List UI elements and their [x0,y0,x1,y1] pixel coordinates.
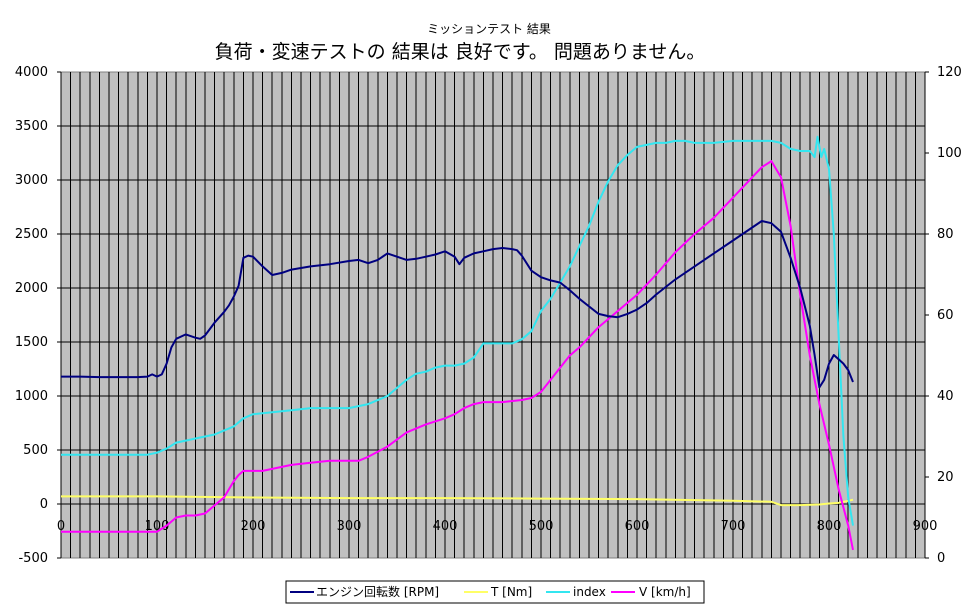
y-tick-left-label: 4000 [15,65,48,80]
legend-item-index: index [546,585,606,599]
x-tick-label: 0 [57,519,65,534]
x-tick-label: 500 [529,519,554,534]
series-line-speed [61,160,854,551]
y-tick-left-label: 1500 [15,335,48,350]
x-tick-label: 100 [145,519,170,534]
legend-item-torque: T [Nm] [464,585,532,599]
legend-label-index: index [573,585,606,599]
series-layer [61,135,854,551]
x-tick-label: 200 [241,519,266,534]
legend: エンジン回転数 [RPM] T [Nm] index V [km/h] [285,580,705,604]
x-tick-label: 700 [721,519,746,534]
axes: -500050010001500200025003000350040000204… [15,65,962,566]
y-tick-right-label: 0 [937,551,945,566]
legend-item-speed: V [km/h] [611,585,691,599]
y-tick-left-label: 1000 [15,389,48,404]
y-tick-left-label: -500 [18,551,48,566]
y-tick-right-label: 80 [937,227,954,242]
chart-subtitle: ミッションテスト 結果 [427,22,551,36]
legend-label-torque: T [Nm] [490,585,532,599]
y-tick-left-label: 3000 [15,173,48,188]
y-tick-left-label: 500 [23,443,48,458]
y-tick-left-label: 2000 [15,281,48,296]
legend-label-speed: V [km/h] [639,585,691,599]
y-tick-left-label: 2500 [15,227,48,242]
legend-box [285,580,705,604]
grid-lines [61,72,925,558]
y-tick-right-label: 120 [937,65,962,80]
x-tick-label: 300 [337,519,362,534]
x-tick-label: 600 [625,519,650,534]
x-tick-label: 900 [913,519,938,534]
x-tick-label: 400 [433,519,458,534]
y-tick-right-label: 20 [937,470,954,485]
y-tick-right-label: 60 [937,308,954,323]
series-line-rpm [61,220,854,389]
y-tick-right-label: 100 [937,146,962,161]
legend-label-rpm: エンジン回転数 [RPM] [316,584,439,599]
chart-title: 負荷・変速テストの 結果は 良好です。 問題ありません。 [215,41,706,63]
y-tick-left-label: 3500 [15,119,48,134]
y-tick-right-label: 40 [937,389,954,404]
legend-item-rpm: エンジン回転数 [RPM] [290,584,439,599]
y-tick-left-label: 0 [40,497,48,512]
series-line-index [61,135,854,526]
x-tick-label: 800 [817,519,842,534]
series-line-torque [61,495,854,507]
